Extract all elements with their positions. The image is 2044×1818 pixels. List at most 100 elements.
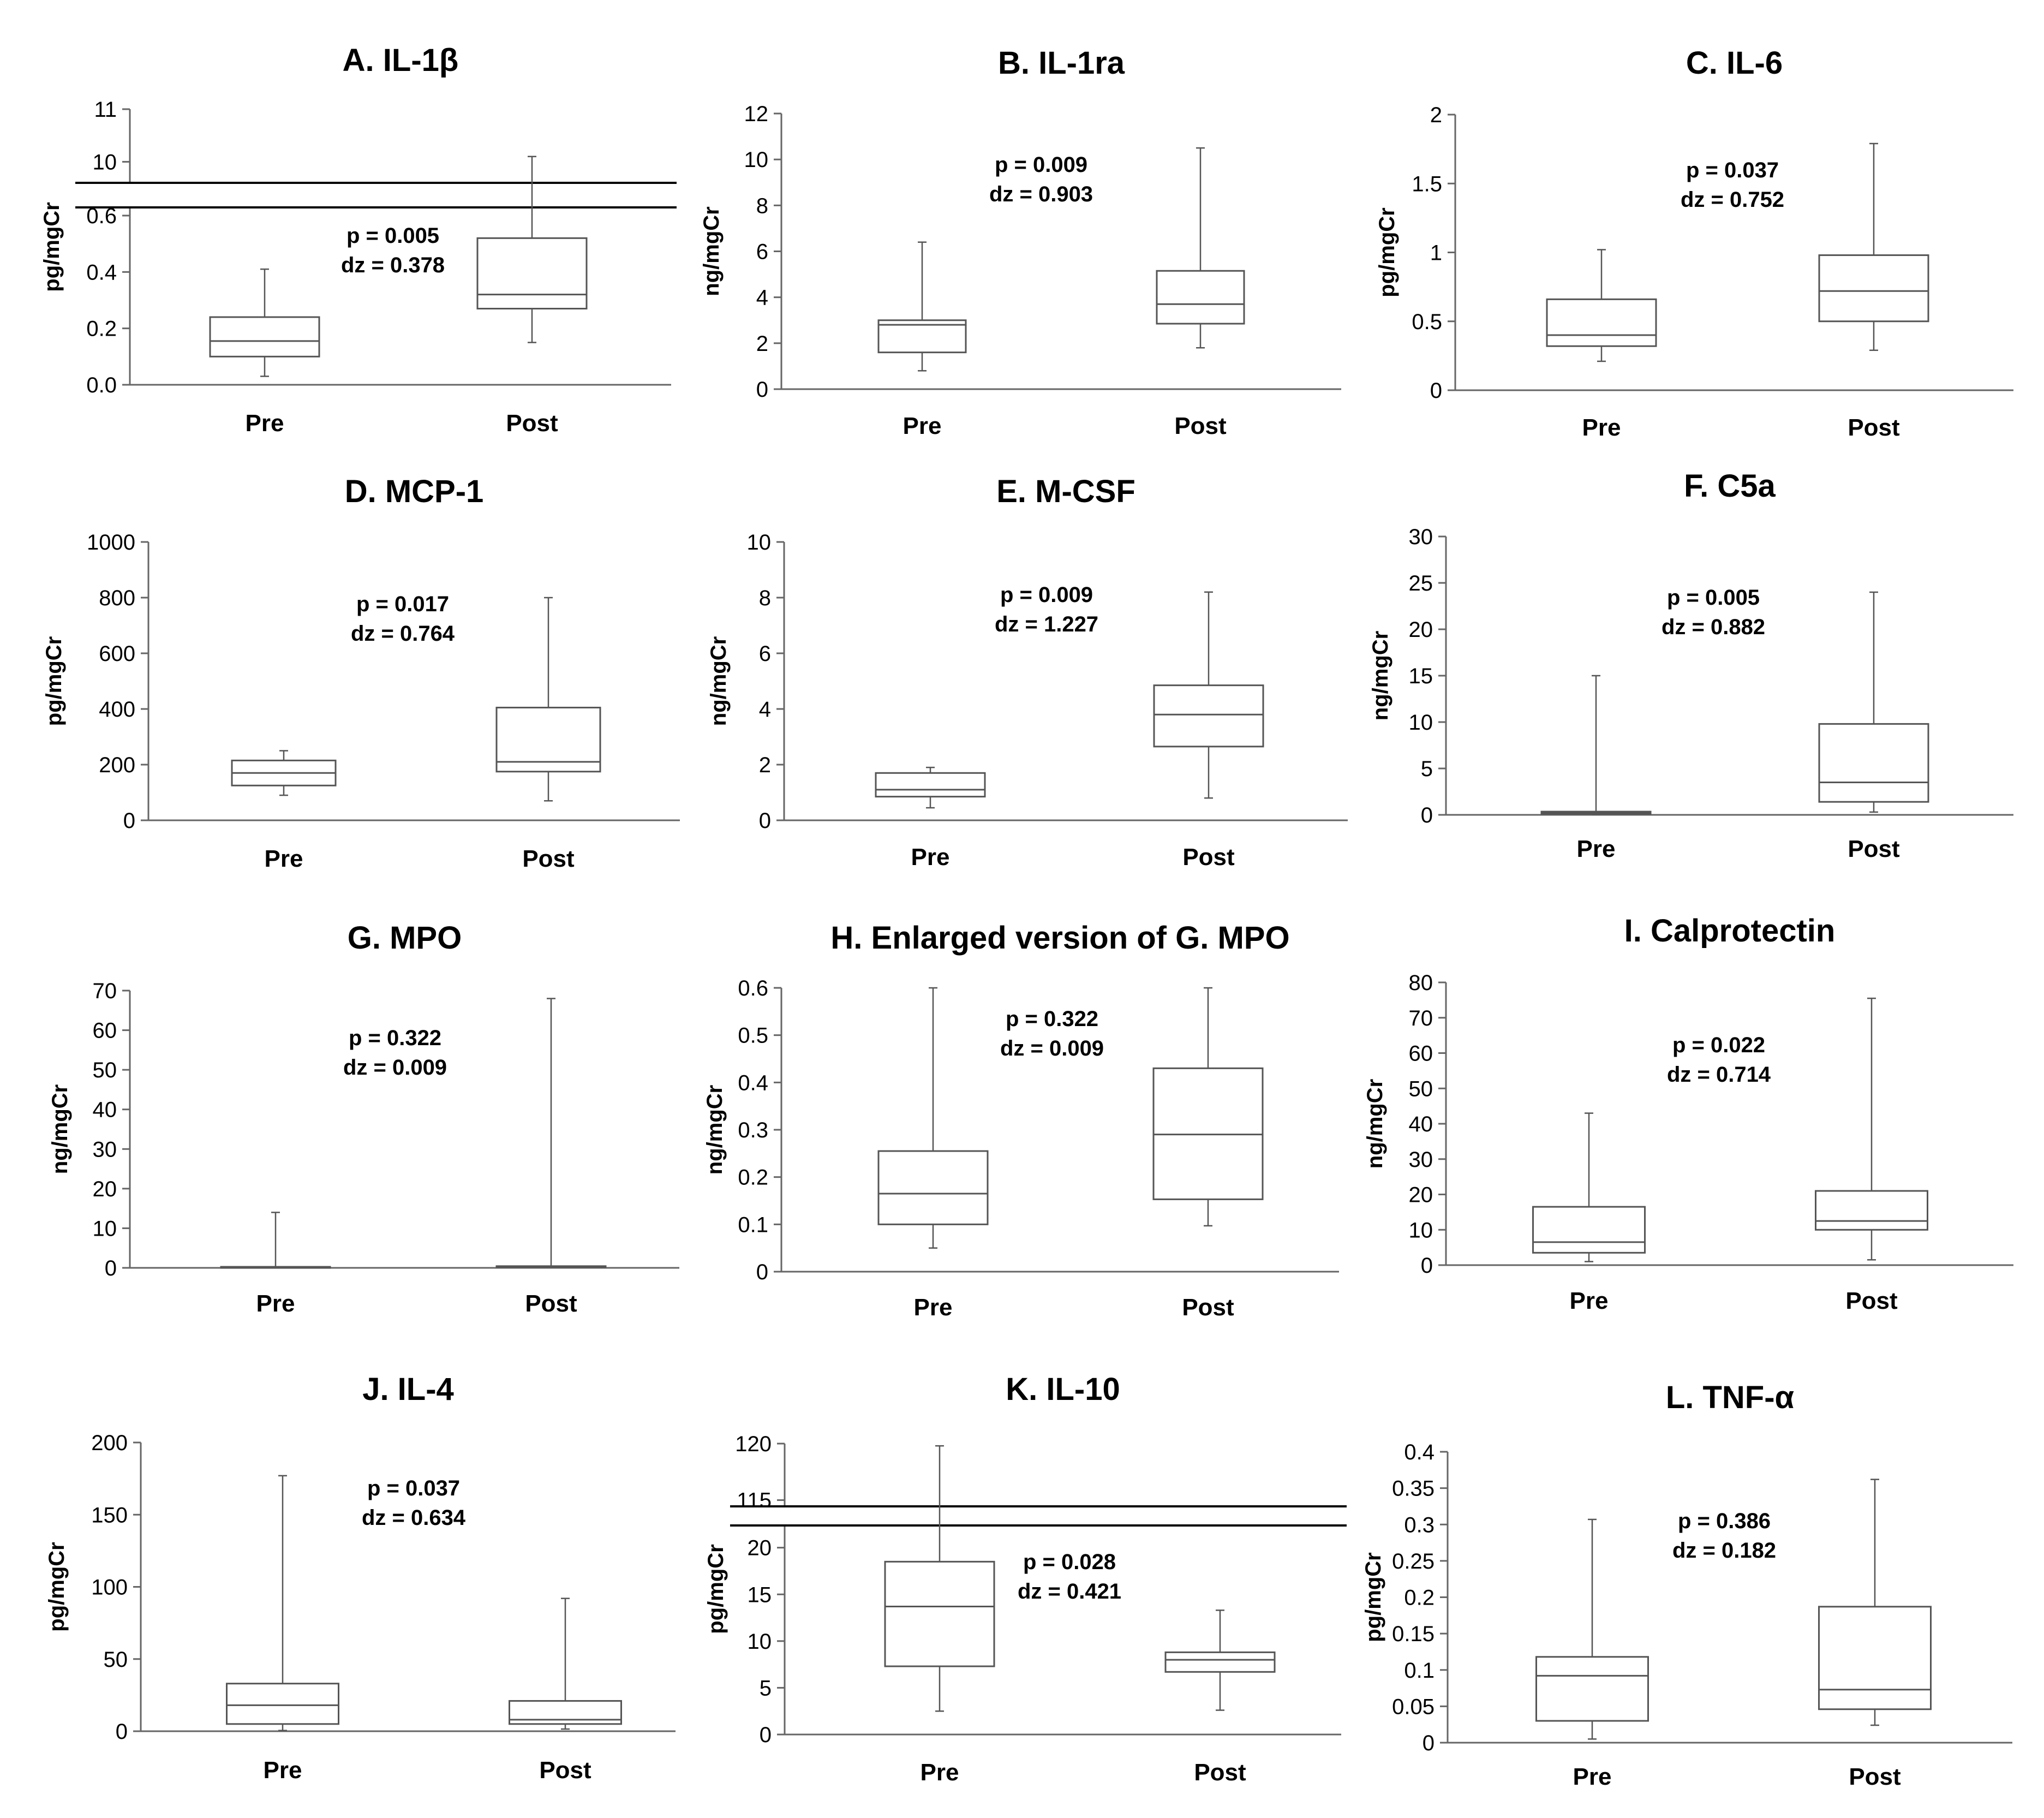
boxplot-post [1156, 147, 1245, 349]
boxplot-pre [877, 241, 967, 372]
category-label-post: Post [1848, 836, 1900, 862]
y-tick-label: 0.15 [1392, 1622, 1435, 1646]
y-tick-label: 0.3 [738, 1118, 768, 1142]
y-tick-label: 150 [91, 1503, 128, 1527]
y-tick-label: 20 [1409, 618, 1433, 642]
category-label-post: Post [1182, 844, 1235, 871]
y-tick-label: 10 [1409, 1218, 1433, 1242]
box-iqr [1535, 1656, 1649, 1722]
y-tick-label: 0 [760, 1723, 772, 1747]
effect-size: dz = 0.009 [343, 1056, 447, 1080]
chart-title: D. MCP-1 [345, 474, 484, 509]
y-tick-label: 0 [759, 809, 771, 833]
chart-panel-h: H. Enlarged version of G. MPO 0 0.1 0.2 0.3 0… [703, 920, 1339, 1321]
chart-panel-b: B. IL-1ra 0 2 4 6 8 10 12 ng/mgCr Pre Post p = 0.00… [700, 45, 1341, 439]
y-axis-label: pg/mgCr [42, 636, 66, 726]
y-axis-label: pg/mgCr [1361, 1552, 1385, 1642]
y-tick-label: 0.2 [738, 1166, 768, 1190]
y-tick-label: 1.5 [1412, 172, 1442, 196]
y-tick-label: 0.2 [86, 317, 117, 341]
y-tick-label: 50 [104, 1648, 128, 1672]
category-label-pre: Pre [911, 844, 950, 871]
y-tick-label: 11 [94, 98, 117, 122]
boxplot-post [495, 998, 607, 1268]
y-axis-label: ng/mgCr [1368, 631, 1392, 720]
p-value: p = 0.022 [1672, 1033, 1765, 1057]
box-iqr [209, 316, 320, 357]
y-tick-label: 0.6 [738, 976, 768, 1000]
y-tick-label: 30 [1409, 1148, 1433, 1172]
y-tick-label: 0 [1423, 1731, 1435, 1755]
y-tick-label: 25 [1409, 571, 1433, 595]
category-label-pre: Pre [1570, 1287, 1609, 1314]
y-axis-label: ng/mgCr [1363, 1079, 1387, 1169]
boxplot-pre [1546, 249, 1657, 362]
y-tick-label: 0.35 [1392, 1477, 1435, 1501]
y-tick-label: 0 [123, 809, 135, 833]
y-tick-label: 0 [1421, 803, 1433, 827]
category-label-post: Post [525, 1290, 577, 1317]
y-tick-label: 0.2 [1404, 1586, 1435, 1610]
category-label-post: Post [1848, 414, 1900, 441]
y-tick-label: 70 [1409, 1006, 1433, 1030]
boxplot-pre [1532, 1112, 1646, 1262]
box-iqr [476, 237, 588, 310]
boxplot-pre [231, 750, 337, 796]
category-label-post: Post [522, 845, 575, 872]
y-tick-label: 120 [735, 1432, 772, 1456]
effect-size: dz = 0.182 [1672, 1539, 1776, 1563]
p-value: p = 0.322 [349, 1026, 441, 1050]
box-iqr [1818, 1606, 1932, 1710]
category-label-post: Post [539, 1757, 591, 1784]
y-tick-label: 0 [756, 378, 768, 402]
box-iqr [1815, 1190, 1928, 1231]
category-label-pre: Pre [256, 1290, 295, 1317]
box-iqr [1532, 1206, 1646, 1254]
boxplot-post [1152, 987, 1264, 1227]
p-value: p = 0.005 [1667, 586, 1760, 610]
effect-size: dz = 0.903 [989, 182, 1093, 206]
chart-panel-l: L. TNF-α 0 0.05 0.1 0.15 0.2 0.25 0.3 0.35 0.4 pg/… [1361, 1380, 2012, 1790]
boxplot-pre [209, 268, 320, 377]
chart-title: F. C5a [1684, 468, 1776, 504]
y-tick-label: 400 [99, 698, 135, 722]
y-tick-label: 800 [99, 586, 135, 610]
category-label-pre: Pre [1577, 836, 1616, 862]
y-tick-label: 50 [1409, 1077, 1433, 1101]
p-value: p = 0.017 [356, 592, 449, 616]
category-label-pre: Pre [1582, 414, 1621, 441]
effect-size: dz = 0.009 [1000, 1036, 1104, 1060]
y-tick-label: 10 [93, 150, 117, 174]
chart-title: I. Calprotectin [1624, 913, 1836, 949]
y-tick-label: 600 [99, 642, 135, 666]
boxplot-post [476, 156, 588, 343]
y-tick-label: 0.1 [1404, 1659, 1435, 1683]
box-iqr [877, 1150, 989, 1225]
chart-panel-d: D. MCP-1 0 200 400 600 800 1000 pg/mgCr Pre Post p… [42, 474, 680, 872]
axis-break-gap [75, 183, 682, 207]
y-tick-label: 20 [748, 1536, 772, 1560]
chart-title: K. IL-10 [1006, 1372, 1120, 1407]
y-tick-label: 10 [747, 531, 772, 555]
y-tick-label: 1000 [87, 531, 135, 555]
y-tick-label: 2 [759, 753, 771, 777]
y-tick-label: 60 [93, 1019, 117, 1043]
y-tick-label: 0.5 [1412, 310, 1442, 334]
y-tick-label: 0.5 [738, 1024, 768, 1048]
y-tick-label: 0.4 [86, 260, 117, 284]
category-label-pre: Pre [246, 410, 284, 437]
box-iqr [509, 1700, 622, 1725]
y-tick-label: 30 [1409, 525, 1433, 549]
boxplot-post [1153, 591, 1264, 799]
chart-panel-g: G. MPO 0 10 20 30 40 50 60 70 ng/mgCr Pre Post p = 0… [48, 920, 679, 1317]
chart-title: E. M-CSF [996, 474, 1135, 509]
y-tick-label: 20 [1409, 1183, 1433, 1207]
y-tick-label: 0.4 [738, 1071, 768, 1095]
boxplot-pre [1540, 675, 1652, 815]
chart-title: B. IL-1ra [998, 45, 1125, 81]
y-tick-label: 8 [759, 586, 771, 610]
box-iqr [1818, 723, 1929, 803]
chart-title: L. TNF-α [1666, 1380, 1795, 1415]
y-axis-label: pg/mgCr [1375, 207, 1399, 297]
y-tick-label: 60 [1409, 1042, 1433, 1066]
